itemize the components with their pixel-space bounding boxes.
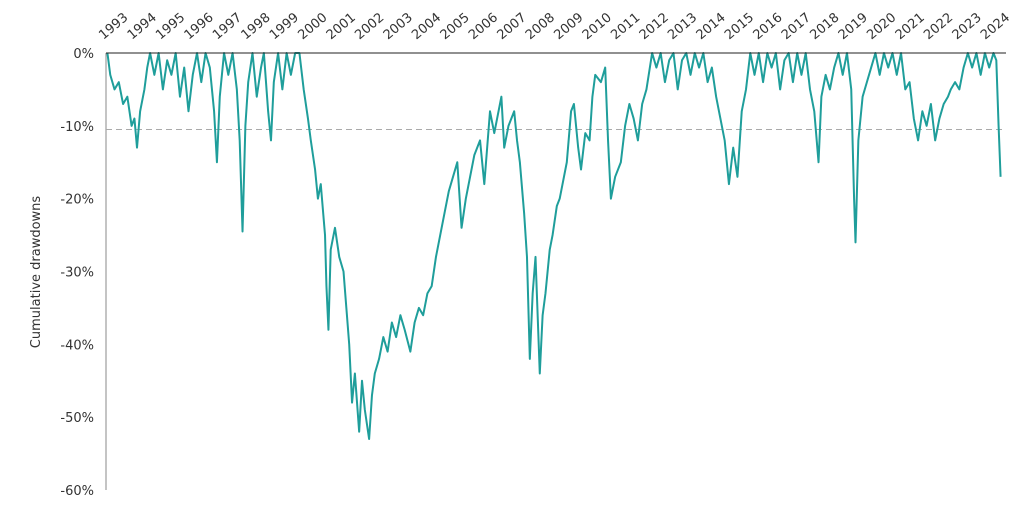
x-tick-label: 2022 xyxy=(921,10,956,43)
x-tick-label: 1997 xyxy=(210,10,245,43)
x-tick-label: 2003 xyxy=(381,10,416,43)
x-tick-label: 2008 xyxy=(523,10,558,43)
x-tick-label: 2005 xyxy=(438,10,473,43)
x-tick-label: 2006 xyxy=(466,10,501,43)
x-tick-label: 2024 xyxy=(978,10,1013,43)
x-tick-label: 2023 xyxy=(950,10,985,43)
x-tick-label: 2012 xyxy=(637,10,672,43)
x-tick-label: 1994 xyxy=(125,10,160,43)
x-tick-label: 2007 xyxy=(495,10,530,43)
x-tick-label: 2002 xyxy=(352,10,387,43)
drawdown-line xyxy=(106,52,1002,441)
x-tick-label: 1995 xyxy=(153,10,188,43)
x-tick-label: 2010 xyxy=(580,10,615,43)
x-tick-label: 1999 xyxy=(267,10,302,43)
y-tick-label: -30% xyxy=(60,266,94,281)
y-tick-label: -60% xyxy=(60,484,94,499)
x-tick-label: 2019 xyxy=(836,10,871,43)
y-tick-label: -50% xyxy=(60,411,94,426)
x-tick-label: 2004 xyxy=(409,10,444,43)
y-axis-label: Cumulative drawdowns xyxy=(29,196,44,349)
x-tick-label: 2017 xyxy=(779,10,814,43)
x-tick-label: 1998 xyxy=(239,10,274,43)
y-tick-label: 0% xyxy=(73,47,94,62)
x-tick-label: 2001 xyxy=(324,10,359,43)
x-tick-label: 2013 xyxy=(665,10,700,43)
x-tick-label: 2009 xyxy=(551,10,586,43)
x-tick-label: 1993 xyxy=(96,10,131,43)
x-tick-label: 2011 xyxy=(608,10,643,43)
y-tick-label: -40% xyxy=(60,338,94,353)
x-tick-label: 1996 xyxy=(182,10,217,43)
y-tick-label: -20% xyxy=(60,193,94,208)
x-tick-label: 2021 xyxy=(893,10,928,43)
x-tick-label: 2000 xyxy=(295,10,330,43)
x-tick-label: 2016 xyxy=(751,10,786,43)
x-tick-label: 2020 xyxy=(864,10,899,43)
x-tick-label: 2018 xyxy=(807,10,842,43)
y-tick-label: -10% xyxy=(60,120,94,135)
x-tick-label: 2015 xyxy=(722,10,757,43)
x-tick-label: 2014 xyxy=(694,10,729,43)
